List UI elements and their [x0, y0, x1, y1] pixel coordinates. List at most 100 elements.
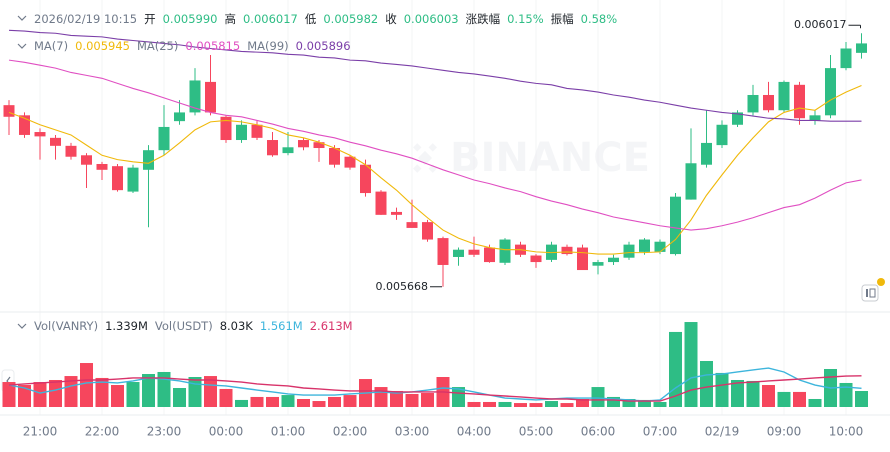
x-tick-label: 01:00 [271, 425, 306, 439]
volume-bar [777, 391, 791, 407]
legend-value: 8.03K [219, 319, 253, 333]
candle-body [112, 166, 123, 191]
candle-body [19, 115, 30, 135]
volume-bar [204, 376, 217, 407]
candle-body [825, 68, 836, 116]
x-tick-label: 04:00 [457, 425, 492, 439]
volume-bar [839, 382, 853, 407]
x-tick-label: 10:00 [829, 425, 864, 439]
x-tick-label: 07:00 [643, 425, 678, 439]
legend-name: Vol(VANRY) [34, 319, 99, 333]
candle-body [96, 163, 108, 170]
field-value: 0.005990 [162, 12, 218, 26]
grid [39, 0, 847, 415]
candle-body [468, 249, 480, 255]
volume-bar [250, 396, 264, 407]
volume-bar [297, 398, 310, 407]
candle-body [732, 112, 743, 125]
field-value: 0.58% [580, 12, 618, 26]
candle-body [174, 112, 185, 122]
candle-body [189, 80, 201, 113]
candle-body [530, 255, 542, 263]
candle-body [65, 145, 77, 157]
volume-bar [312, 401, 326, 407]
field-label: 振幅 [550, 12, 574, 26]
volume-bar [498, 401, 512, 407]
field-label: 收 [385, 12, 397, 26]
volume-bar [700, 360, 713, 407]
x-tick-label: 22:00 [85, 425, 120, 439]
candle-body [794, 84, 805, 119]
annotation-label: 0.006017 [794, 18, 847, 31]
volume-bar [374, 387, 388, 407]
candle-body [50, 137, 61, 146]
volume-bar [746, 380, 760, 407]
volume-bar [328, 396, 341, 407]
collapse-chevron[interactable] [17, 323, 27, 329]
field-label: 开 [144, 12, 156, 26]
volume-bar [390, 390, 403, 407]
volume-bar [545, 401, 558, 407]
ohlc-header: 2026/02/19 10:15 开 0.005990 高 0.006017 低 0.00… [34, 11, 617, 27]
candle-body [360, 164, 371, 194]
volume-bar [266, 396, 279, 407]
field-value: 0.006017 [242, 12, 298, 26]
collapse-chevron[interactable] [17, 43, 27, 49]
volume-bar [591, 387, 605, 407]
candle-body [422, 222, 433, 240]
candle-body [406, 222, 418, 228]
candle-body [561, 246, 573, 255]
x-tick-label: 00:00 [209, 425, 244, 439]
candle-body [623, 244, 635, 258]
legend-name: MA(7) [34, 39, 69, 53]
volume-bar [142, 374, 155, 407]
watermark-text: BINANCE [450, 135, 650, 181]
field-label: 低 [304, 12, 317, 26]
volume-bar [18, 385, 31, 407]
volume-bar [421, 393, 434, 407]
volume-bar [281, 395, 295, 407]
candle-body [840, 48, 852, 69]
volume-bar [33, 382, 47, 407]
field-value: 0.15% [507, 12, 544, 26]
volume-bar [95, 377, 109, 407]
x-tick-label: 03:00 [395, 425, 430, 439]
volume-bar [653, 401, 667, 407]
indicator-icon[interactable] [861, 278, 885, 302]
candle-body [577, 247, 588, 271]
volume-bar [607, 396, 620, 407]
legend-value: 0.005815 [185, 39, 241, 53]
candle-body [205, 81, 216, 113]
volume-bar [405, 393, 419, 407]
volume-bar [173, 387, 186, 407]
ma-line [8, 29, 862, 122]
candle-body [329, 148, 340, 165]
collapse-chevron[interactable] [17, 15, 27, 21]
legend-value: 0.005945 [75, 39, 130, 53]
annotation-label: 0.005668 [376, 280, 429, 293]
volume-bar [219, 388, 233, 407]
candle-body [685, 163, 697, 200]
candle-body [220, 116, 232, 141]
watermark: BINANCE [412, 135, 650, 181]
volume-bar [188, 377, 202, 407]
field-value: 0.005982 [323, 12, 379, 26]
volume-bar [64, 376, 78, 407]
volume-bar [467, 401, 481, 407]
volume-bar [622, 398, 636, 407]
legend-value: 0.005896 [295, 39, 351, 53]
candle-body [484, 247, 495, 263]
volume-bar [669, 331, 682, 407]
candle-body [267, 140, 278, 156]
volume-bar [235, 399, 248, 407]
volume-bar [808, 398, 822, 407]
ma-legend: MA(7) 0.005945 MA(25) 0.005815 MA(99) 0.00589… [34, 39, 351, 53]
x-tick-label: 23:00 [147, 425, 182, 439]
volume-bar [638, 399, 651, 407]
candle-body [670, 196, 681, 255]
volume-bar [529, 403, 543, 407]
volume-bar [483, 401, 496, 407]
legend-name: Vol(USDT) [154, 319, 213, 333]
